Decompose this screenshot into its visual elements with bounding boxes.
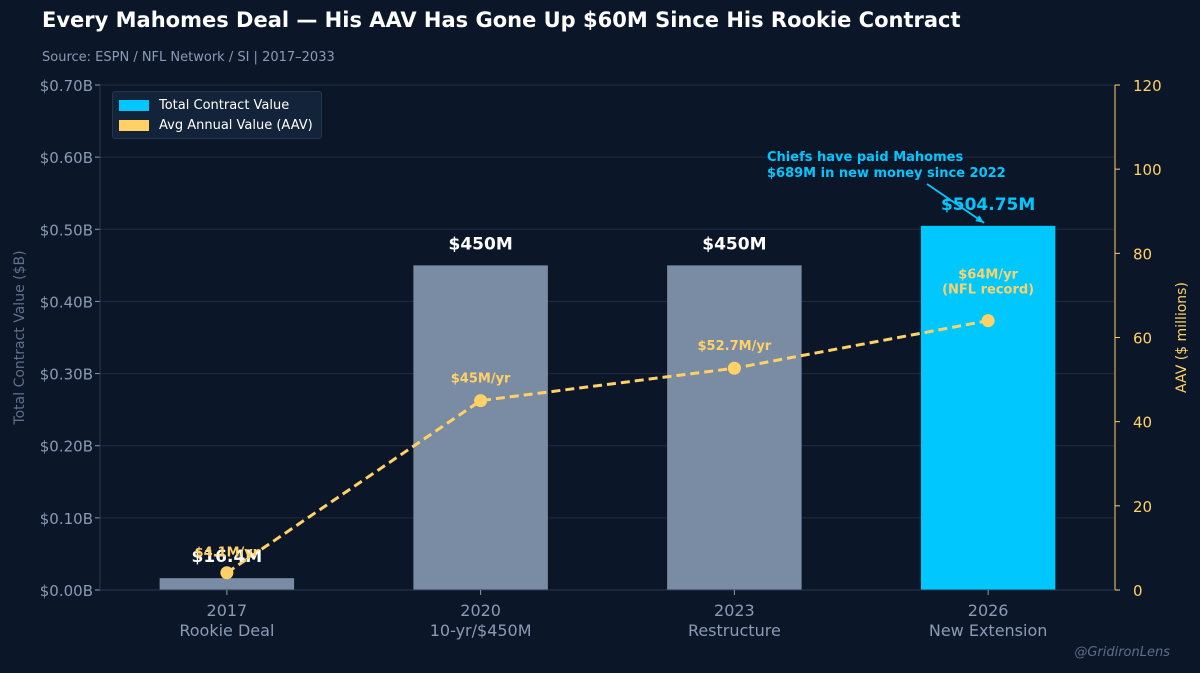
y2-tick-label: 0 <box>1133 582 1143 600</box>
aav-value-label-line: (NFL record) <box>942 283 1034 298</box>
legend-item-aav: Avg Annual Value (AAV) <box>119 115 313 135</box>
y-tick-label: $0.60B <box>40 149 93 167</box>
y2-tick-label: 40 <box>1133 414 1152 432</box>
x-tick-label-line: 2026 <box>968 601 1009 620</box>
annotation-text-line: Chiefs have paid Mahomes <box>767 150 963 165</box>
bar <box>413 265 548 590</box>
x-tick-label-line: Restructure <box>688 621 781 640</box>
bar-value-label: $450M <box>449 234 513 254</box>
bar <box>159 578 295 590</box>
aav-line <box>220 314 995 580</box>
y-tick-label: $0.50B <box>40 221 93 239</box>
y2-tick-label: 80 <box>1133 245 1152 263</box>
y-tick-label: $0.70B <box>40 77 93 95</box>
bar-value-label: $16.4M <box>192 547 263 567</box>
axes: $0.00B $0.10B $0.20B $0.30B $0.40B $0.50B $0.6… <box>12 77 1190 640</box>
bar-value-label: $504.75M <box>941 195 1035 215</box>
y-tick-label: $0.30B <box>40 366 93 384</box>
x-tick-label-line: 2023 <box>714 601 755 620</box>
x-tick-label-line: New Extension <box>929 621 1048 640</box>
legend-swatch-total <box>119 99 149 111</box>
y2-tick-label: 100 <box>1133 161 1162 179</box>
annotation-text: Chiefs have paid Mahomes $689M in new mon… <box>767 150 1006 181</box>
aav-point <box>474 394 488 408</box>
annotation-arrowhead <box>975 215 985 223</box>
aav-value-label: $45M/yr <box>451 372 511 387</box>
bar <box>920 225 1056 590</box>
y-tick-label: $0.00B <box>40 582 93 600</box>
data-labels: $16.4M $450M $450M $504.75M $4.1M/yr $45M/yr $… <box>192 195 1036 567</box>
aav-value-label: $4.1M/yr <box>195 546 260 561</box>
y-tick-label: $0.10B <box>40 510 93 528</box>
annotation-arrow <box>926 183 985 224</box>
x-tick-label-line: 10-yr/$450M <box>430 621 532 640</box>
bar-value-label: $450M <box>702 234 766 254</box>
bars <box>159 225 1056 590</box>
x-tick-label: 2026 New Extension <box>929 601 1048 640</box>
x-tick-label: 2020 10-yr/$450M <box>430 601 532 640</box>
y2-tick-label: 120 <box>1133 77 1162 95</box>
x-tick-label: 2023 Restructure <box>688 601 781 640</box>
aav-point <box>981 314 995 328</box>
aav-value-label-line: $4.1M/yr <box>195 546 260 561</box>
aav-point <box>220 566 234 580</box>
watermark: @GridironLens <box>1074 645 1170 660</box>
aav-point <box>727 361 741 375</box>
legend-label-aav: Avg Annual Value (AAV) <box>159 117 313 133</box>
y-axis-title: Total Contract Value ($B) <box>12 250 28 425</box>
y2-axis-title: AAV ($ millions) <box>1174 282 1190 393</box>
y2-tick-label: 60 <box>1133 330 1152 348</box>
aav-value-label-line: $45M/yr <box>451 372 511 387</box>
chart-subtitle: Source: ESPN / NFL Network / SI | 2017–2… <box>42 50 335 65</box>
x-tick-label-line: 2020 <box>460 601 501 620</box>
y-tick-label: $0.40B <box>40 293 93 311</box>
annotation: Chiefs have paid Mahomes $689M in new mon… <box>767 150 1006 224</box>
aav-value-label-line: $52.7M/yr <box>698 339 772 354</box>
chart-title: Every Mahomes Deal — His AAV Has Gone Up… <box>42 8 961 32</box>
aav-value-label: $52.7M/yr <box>698 339 772 354</box>
legend: Total Contract Value Avg Annual Value (A… <box>112 91 322 139</box>
x-tick-label-line: 2017 <box>207 601 248 620</box>
annotation-text-line: $689M in new money since 2022 <box>767 166 1006 181</box>
y-tick-label: $0.20B <box>40 438 93 456</box>
legend-swatch-aav <box>119 119 149 131</box>
x-tick-label-line: Rookie Deal <box>179 621 274 640</box>
aav-value-label-line: $64M/yr <box>958 268 1018 283</box>
x-tick-label: 2017 Rookie Deal <box>179 601 274 640</box>
aav-line-path <box>226 319 989 574</box>
legend-label-total: Total Contract Value <box>159 97 290 113</box>
legend-item-total: Total Contract Value <box>119 95 313 115</box>
bar <box>667 265 802 590</box>
aav-value-label: $64M/yr (NFL record) <box>942 268 1034 298</box>
y2-tick-label: 20 <box>1133 498 1152 516</box>
